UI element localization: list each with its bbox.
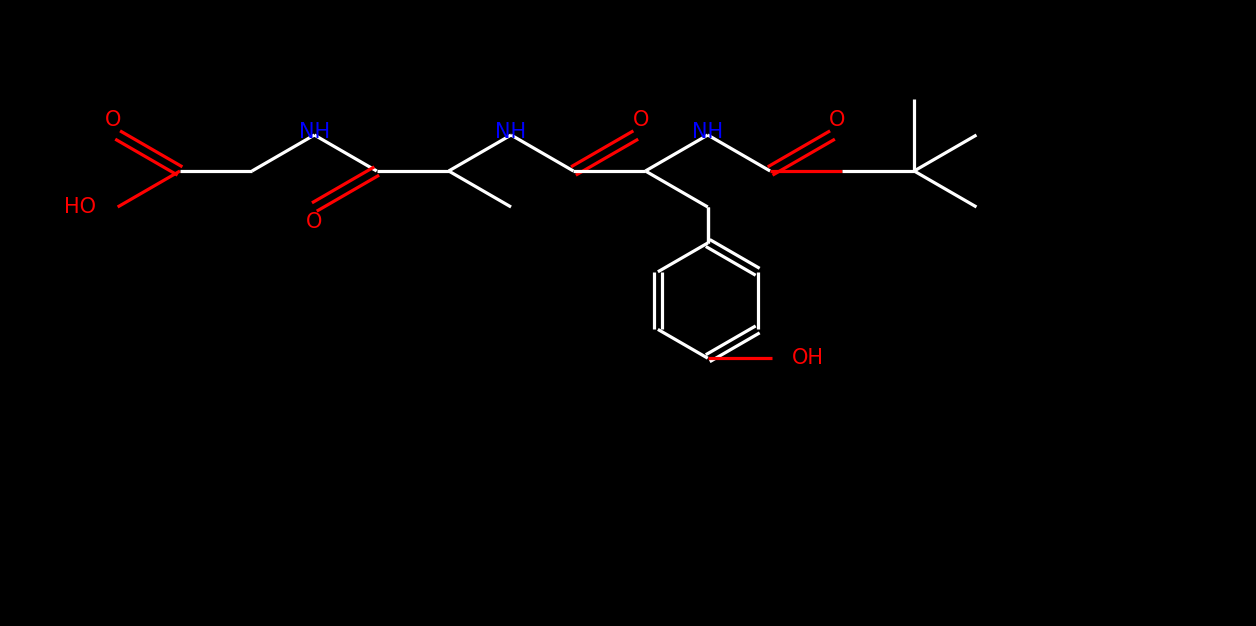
Text: O: O bbox=[104, 110, 121, 130]
Text: HO: HO bbox=[64, 197, 95, 217]
Text: O: O bbox=[829, 110, 845, 130]
Text: O: O bbox=[633, 110, 649, 130]
Text: NH: NH bbox=[496, 122, 526, 142]
Text: OH: OH bbox=[791, 348, 824, 368]
Text: NH: NH bbox=[299, 122, 330, 142]
Text: NH: NH bbox=[692, 122, 723, 142]
Text: O: O bbox=[306, 212, 323, 232]
